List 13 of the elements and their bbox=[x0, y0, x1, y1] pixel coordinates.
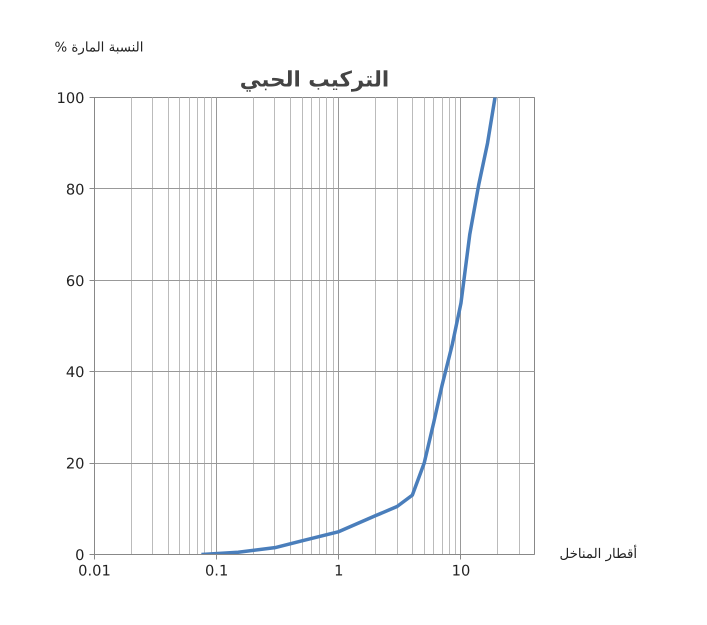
y-tick-label: 80 bbox=[66, 181, 85, 198]
x-tick-label: 1 bbox=[334, 562, 344, 580]
y-tick-label: 20 bbox=[66, 456, 85, 473]
y-tick-label: 0 bbox=[75, 547, 85, 564]
y-tick-label: 40 bbox=[66, 364, 85, 382]
y-axis-title: % النسبة المارة bbox=[54, 40, 144, 56]
x-tick-label: 0.1 bbox=[205, 562, 228, 580]
x-tick-label: 0.01 bbox=[78, 562, 111, 580]
x-axis-title: أقطار المناخل bbox=[560, 544, 638, 562]
chart-title: التركيب الحبي bbox=[240, 68, 390, 92]
y-tick-label: 100 bbox=[56, 90, 85, 107]
x-tick-label: 10 bbox=[452, 562, 470, 580]
y-tick-label: 60 bbox=[66, 272, 85, 290]
